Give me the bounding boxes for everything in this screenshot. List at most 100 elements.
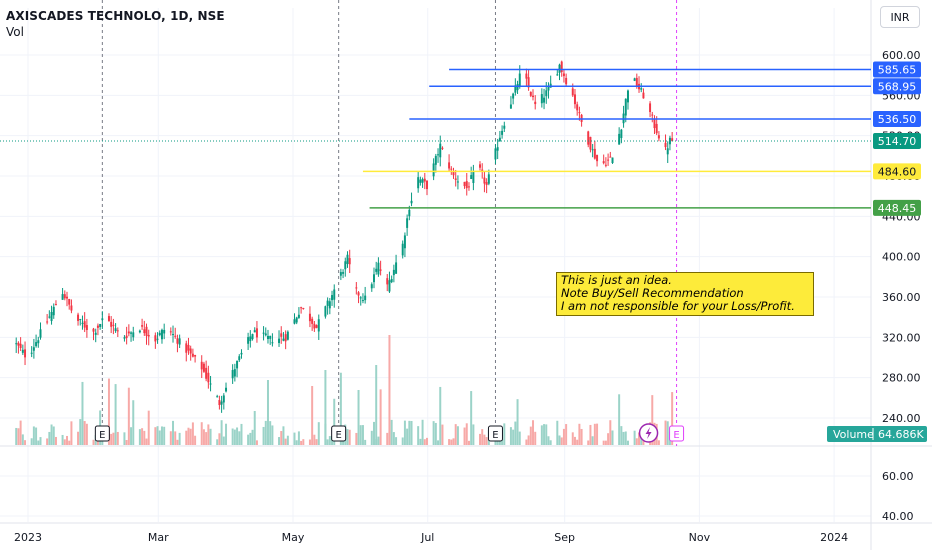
candle-body <box>439 143 442 158</box>
volume-bar <box>562 428 565 445</box>
candle-body <box>46 321 49 323</box>
candle-body <box>123 337 126 339</box>
volume-bar <box>127 387 130 445</box>
earnings-marker <box>487 425 503 442</box>
volume-bar <box>154 427 157 445</box>
volume-bar <box>479 433 481 445</box>
candle-body <box>514 85 517 93</box>
candle-body <box>357 292 360 296</box>
volume-bar <box>255 440 258 445</box>
candle-body <box>441 147 444 149</box>
candle-body <box>189 348 192 354</box>
earnings-marker-label: E <box>492 430 498 441</box>
candle-body <box>602 161 605 164</box>
volume-bar <box>624 431 627 445</box>
volume-bar <box>370 430 373 445</box>
level-badge-label: 568.95 <box>878 80 917 93</box>
volume-bar <box>77 431 80 445</box>
volume-bar <box>432 421 435 445</box>
candle-body <box>130 332 133 334</box>
symbol-title[interactable]: AXISCADES TECHNOLO, 1D, NSE <box>6 9 225 23</box>
volume-bar <box>35 427 38 445</box>
candle-body <box>463 181 466 187</box>
candle-body <box>233 369 236 377</box>
candle-body <box>30 352 33 354</box>
candle-body <box>348 258 351 265</box>
candle-body <box>373 274 375 283</box>
volume-bar <box>558 435 561 445</box>
candle-body <box>346 254 349 265</box>
candle-body <box>573 94 576 105</box>
candle-body <box>315 325 318 328</box>
time-tick-label: Sep <box>554 531 575 544</box>
candle-body <box>390 279 393 283</box>
volume-bar <box>251 429 254 445</box>
volume-badge <box>827 426 927 442</box>
candle-body <box>596 154 599 162</box>
volume-indicator-label[interactable]: Vol <box>6 25 24 39</box>
candle-body <box>172 334 175 336</box>
candle-body <box>251 334 254 340</box>
candle-body <box>565 77 568 85</box>
level-badge-label: 448.45 <box>878 202 917 215</box>
volume-bar <box>640 436 643 445</box>
candle-body <box>525 73 528 79</box>
candle-body <box>607 159 610 161</box>
volume-bar <box>375 365 378 445</box>
candle-body <box>452 171 455 176</box>
candle-body <box>280 333 283 337</box>
note-line: I am not responsible for your Loss/Profi… <box>561 299 795 313</box>
volume-bar <box>543 424 546 445</box>
volume-bar <box>48 431 51 445</box>
volume-bar <box>81 381 84 445</box>
candle-body <box>96 325 99 328</box>
volume-bar <box>571 432 574 445</box>
volume-bar <box>373 421 375 445</box>
time-tick-label: 2024 <box>820 531 848 544</box>
volume-bar <box>70 421 73 445</box>
candle-body <box>37 340 40 344</box>
candle-body <box>68 299 71 305</box>
volume-bar <box>525 439 528 445</box>
currency-button[interactable]: INR <box>880 6 920 28</box>
candle-body <box>52 306 55 316</box>
volume-bar <box>355 432 358 445</box>
candle-body <box>297 314 300 318</box>
candle-body <box>19 343 22 348</box>
candle-body <box>370 284 373 289</box>
candle-body <box>48 316 51 318</box>
volume-bar <box>361 425 364 445</box>
candle-body <box>112 324 115 326</box>
candle-body <box>618 133 621 145</box>
volume-bar <box>220 420 223 445</box>
volume-bar <box>83 421 86 445</box>
candle-body <box>655 123 658 134</box>
candle-body <box>286 331 289 340</box>
candle-body <box>15 343 18 345</box>
volume-bar <box>308 439 311 445</box>
volume-bar <box>130 427 133 445</box>
candle-body <box>249 336 252 342</box>
candle-body <box>83 321 86 328</box>
price-tick-label: 320.00 <box>882 331 921 344</box>
note-line: Note Buy/Sell Recommendation <box>561 286 744 300</box>
volume-bar <box>456 426 459 445</box>
volume-bar <box>485 437 488 445</box>
candle-body <box>503 125 506 129</box>
indicator-tick-label: 40.00 <box>882 510 914 523</box>
volume-bar <box>19 420 22 445</box>
candle-body <box>419 179 422 183</box>
candle-body <box>158 332 161 336</box>
volume-bar <box>238 431 241 445</box>
candle-body <box>163 329 166 334</box>
candle-body <box>293 319 296 324</box>
volume-bar <box>295 440 298 445</box>
volume-bar <box>556 420 559 445</box>
last-price-badge-label: 514.70 <box>878 135 917 148</box>
candle-body <box>205 367 208 379</box>
candle-body <box>423 178 426 182</box>
candle-body <box>483 177 486 184</box>
price-tick-label: 240.00 <box>882 412 921 425</box>
candle-body <box>269 335 272 339</box>
